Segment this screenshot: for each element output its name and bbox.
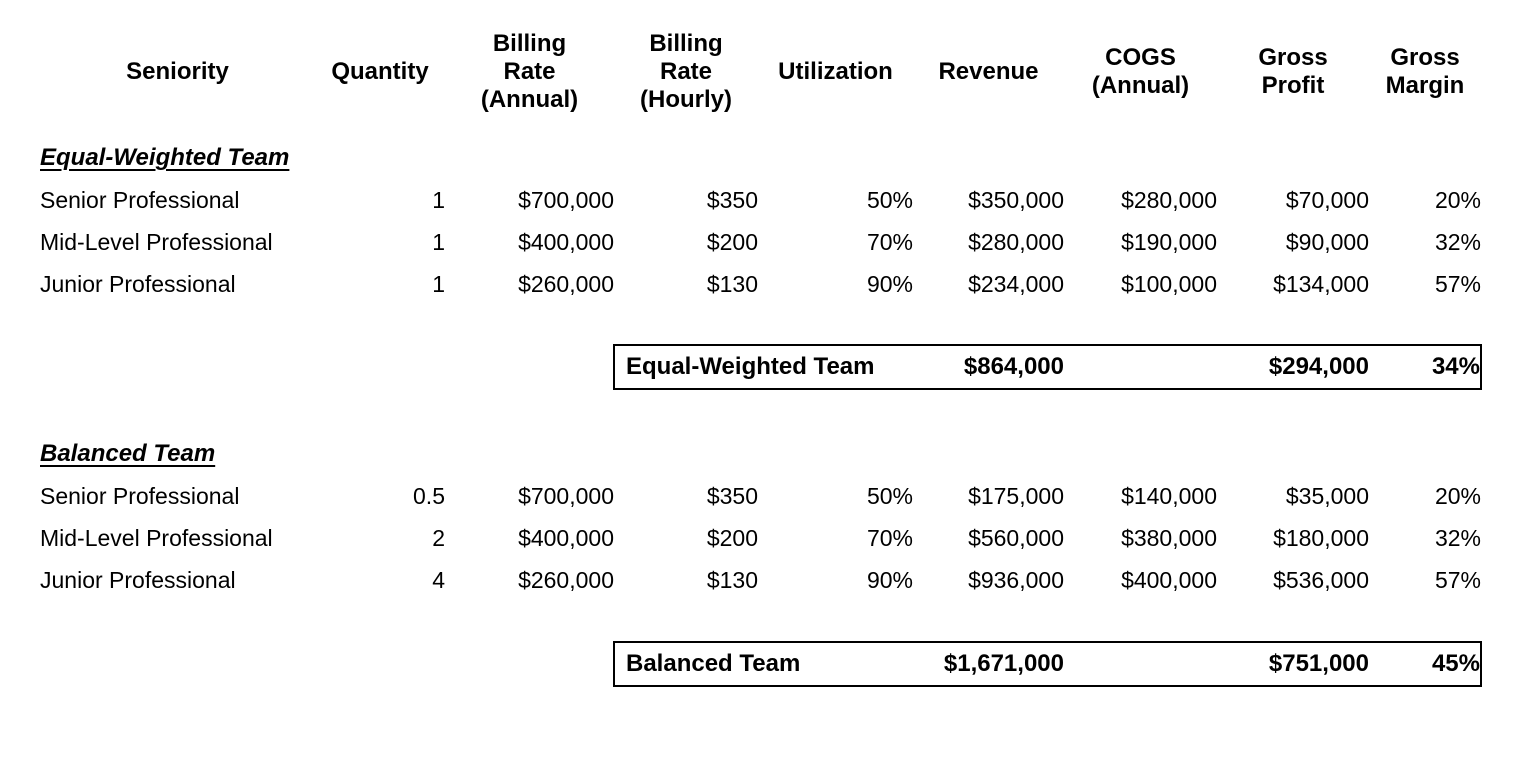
section-title-row: Equal-Weighted Team xyxy=(40,137,1481,179)
cell-gross-margin: 57% xyxy=(1434,566,1481,593)
table-row: Mid-Level Professional 2 $400,000 $200 7… xyxy=(40,517,1481,559)
cell-quantity: 1 xyxy=(432,186,445,213)
column-header-gross-margin: Gross Margin xyxy=(1385,44,1465,99)
cell-gross-margin: 32% xyxy=(1434,228,1481,255)
cell-billing-rate-hourly: $130 xyxy=(706,270,758,297)
summary-gross-margin: 45% xyxy=(1369,641,1482,687)
column-header-quantity: Quantity xyxy=(331,58,429,85)
cell-billing-rate-hourly: $130 xyxy=(706,566,758,593)
spacer xyxy=(40,116,1481,137)
summary-gross-profit: $751,000 xyxy=(1217,641,1369,687)
cell-billing-rate-hourly: $350 xyxy=(706,482,758,509)
cell-billing-rate-hourly: $200 xyxy=(706,228,758,255)
table-row: Senior Professional 0.5 $700,000 $350 50… xyxy=(40,475,1481,517)
summary-cogs-blank xyxy=(1064,641,1217,687)
column-header-gross-profit: Gross Profit xyxy=(1258,44,1328,99)
table-row: Junior Professional 1 $260,000 $130 90% … xyxy=(40,263,1481,305)
column-header-utilization: Utilization xyxy=(778,58,893,85)
cell-quantity: 4 xyxy=(432,566,445,593)
cell-cogs-annual: $280,000 xyxy=(1121,186,1217,213)
cell-seniority: Junior Professional xyxy=(40,270,236,297)
table-row: Mid-Level Professional 1 $400,000 $200 7… xyxy=(40,221,1481,263)
column-header-billing-rate-hourly: Billing Rate (Hourly) xyxy=(640,30,732,113)
cell-billing-rate-annual: $400,000 xyxy=(518,228,614,255)
cell-cogs-annual: $190,000 xyxy=(1121,228,1217,255)
summary-label: Balanced Team xyxy=(613,641,913,687)
spacer xyxy=(40,601,1481,642)
column-header-billing-rate-annual: Billing Rate (Annual) xyxy=(480,30,579,113)
cell-seniority: Mid-Level Professional xyxy=(40,524,273,551)
cell-utilization: 90% xyxy=(866,566,913,593)
cell-gross-profit: $35,000 xyxy=(1285,482,1369,509)
table-row: Junior Professional 4 $260,000 $130 90% … xyxy=(40,559,1481,601)
cell-gross-margin: 32% xyxy=(1434,524,1481,551)
cell-utilization: 50% xyxy=(866,482,913,509)
header-row: Seniority Quantity Billing Rate (Annual)… xyxy=(40,28,1481,116)
cell-revenue: $560,000 xyxy=(968,524,1064,551)
summary-revenue: $1,671,000 xyxy=(913,641,1064,687)
spacer xyxy=(40,389,1481,433)
cell-seniority: Junior Professional xyxy=(40,566,236,593)
table-row: Senior Professional 1 $700,000 $350 50% … xyxy=(40,179,1481,221)
cell-quantity: 1 xyxy=(432,228,445,255)
summary-row-balanced-team: Balanced Team $1,671,000 $751,000 45% xyxy=(40,641,1482,687)
spacer xyxy=(40,305,1481,345)
cell-seniority: Senior Professional xyxy=(40,186,240,213)
summary-gross-margin: 34% xyxy=(1369,344,1482,390)
summary-label: Equal-Weighted Team xyxy=(613,344,913,390)
cell-cogs-annual: $100,000 xyxy=(1121,270,1217,297)
cell-revenue: $936,000 xyxy=(968,566,1064,593)
cell-cogs-annual: $140,000 xyxy=(1121,482,1217,509)
summary-gross-profit: $294,000 xyxy=(1217,344,1369,390)
cell-quantity: 1 xyxy=(432,270,445,297)
section-title-equal-weighted-team: Equal-Weighted Team xyxy=(40,144,290,171)
cell-cogs-annual: $380,000 xyxy=(1121,524,1217,551)
cell-gross-profit: $180,000 xyxy=(1273,524,1369,551)
column-header-seniority: Seniority xyxy=(126,58,229,85)
team-economics-table: Seniority Quantity Billing Rate (Annual)… xyxy=(40,28,1482,687)
section-title-row: Balanced Team xyxy=(40,433,1481,475)
column-header-revenue: Revenue xyxy=(938,58,1039,85)
cell-seniority: Senior Professional xyxy=(40,482,240,509)
summary-row-equal-weighted-team: Equal-Weighted Team $864,000 $294,000 34… xyxy=(40,344,1482,390)
cell-quantity: 0.5 xyxy=(413,482,445,509)
cell-gross-profit: $134,000 xyxy=(1273,270,1369,297)
cell-revenue: $280,000 xyxy=(968,228,1064,255)
cell-gross-margin: 20% xyxy=(1434,186,1481,213)
cell-gross-profit: $536,000 xyxy=(1273,566,1369,593)
cell-revenue: $234,000 xyxy=(968,270,1064,297)
section-title-balanced-team: Balanced Team xyxy=(40,440,216,467)
cell-billing-rate-annual: $260,000 xyxy=(518,566,614,593)
cell-gross-margin: 20% xyxy=(1434,482,1481,509)
cell-cogs-annual: $400,000 xyxy=(1121,566,1217,593)
cell-gross-profit: $70,000 xyxy=(1285,186,1369,213)
cell-seniority: Mid-Level Professional xyxy=(40,228,273,255)
cell-utilization: 70% xyxy=(866,524,913,551)
cell-utilization: 70% xyxy=(866,228,913,255)
cell-quantity: 2 xyxy=(432,524,445,551)
cell-billing-rate-annual: $700,000 xyxy=(518,186,614,213)
cell-billing-rate-hourly: $350 xyxy=(706,186,758,213)
cell-billing-rate-annual: $400,000 xyxy=(518,524,614,551)
cell-gross-margin: 57% xyxy=(1434,270,1481,297)
cell-gross-profit: $90,000 xyxy=(1285,228,1369,255)
cell-revenue: $175,000 xyxy=(968,482,1064,509)
column-header-cogs-annual: COGS (Annual) xyxy=(1091,44,1190,99)
cell-billing-rate-hourly: $200 xyxy=(706,524,758,551)
cell-billing-rate-annual: $700,000 xyxy=(518,482,614,509)
cell-billing-rate-annual: $260,000 xyxy=(518,270,614,297)
summary-cogs-blank xyxy=(1064,344,1217,390)
cell-utilization: 90% xyxy=(866,270,913,297)
cell-revenue: $350,000 xyxy=(968,186,1064,213)
cell-utilization: 50% xyxy=(866,186,913,213)
summary-revenue: $864,000 xyxy=(913,344,1064,390)
